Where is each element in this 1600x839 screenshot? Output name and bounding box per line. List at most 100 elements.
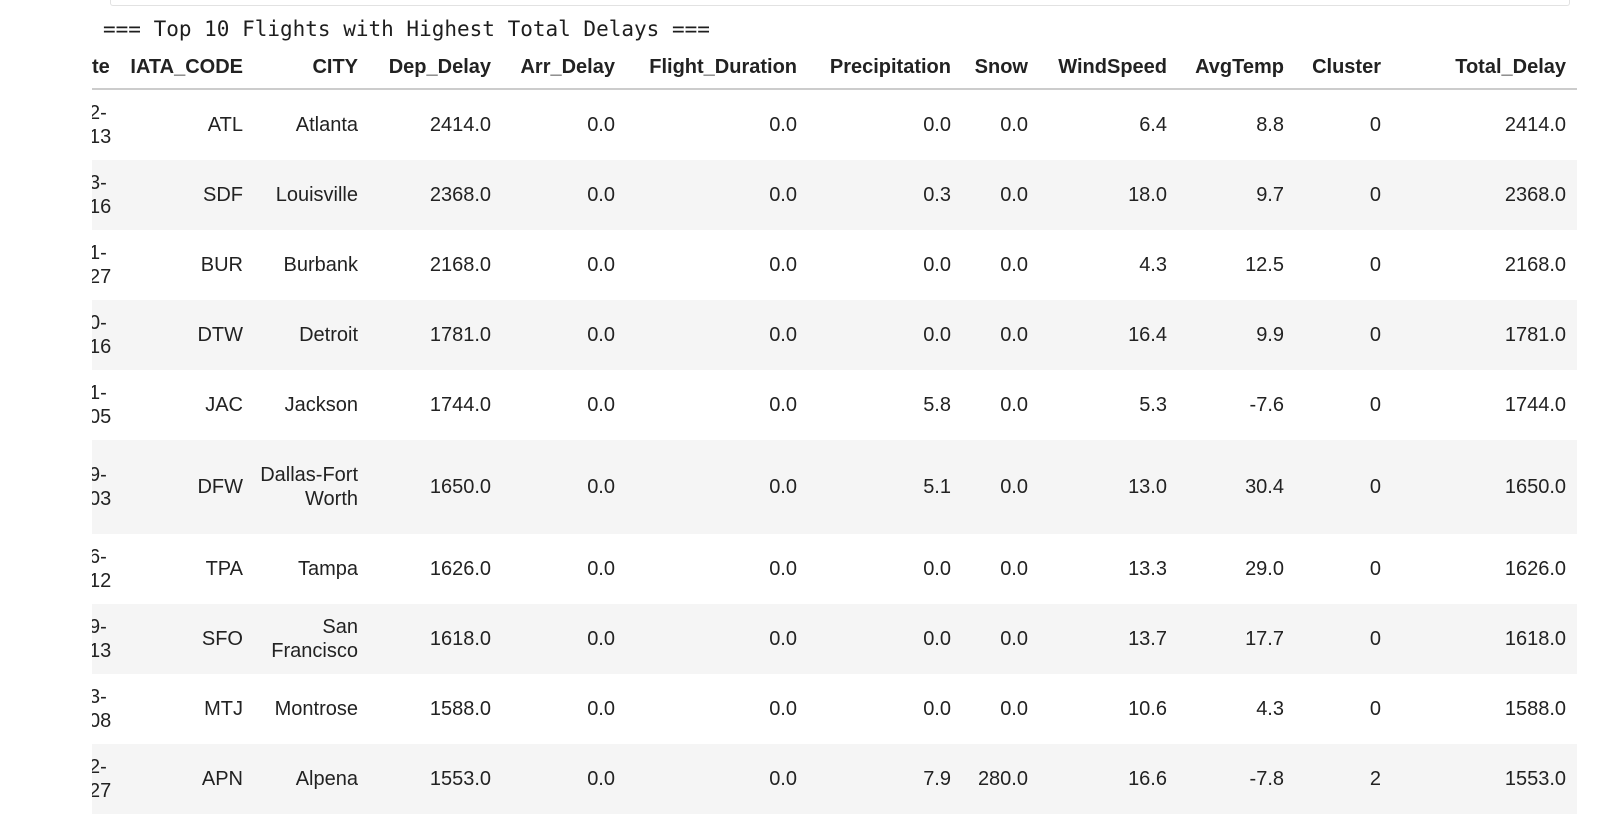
column-header: Precipitation xyxy=(808,46,962,90)
column-header: CITY xyxy=(254,46,369,90)
avgtemp-cell: 29.0 xyxy=(1178,534,1295,604)
iata-cell: TPA xyxy=(130,534,254,604)
table-row: 9- 13 SFO San Francisco 1618.0 0.0 0.0 0… xyxy=(92,604,1577,674)
total-delay-cell: 1781.0 xyxy=(1392,300,1577,370)
precipitation-cell: 0.0 xyxy=(808,230,962,300)
avgtemp-cell: 8.8 xyxy=(1178,89,1295,160)
date-cell: 9- 13 xyxy=(92,604,130,674)
windspeed-cell: 18.0 xyxy=(1039,160,1178,230)
table-row: 2- 27 APN Alpena 1553.0 0.0 0.0 7.9 280.… xyxy=(92,744,1577,814)
flight-duration-cell: 0.0 xyxy=(626,534,808,604)
date-text: 1- 05 xyxy=(92,382,112,428)
flight-duration-cell: 0.0 xyxy=(626,160,808,230)
iata-cell: SFO xyxy=(130,604,254,674)
iata-cell: SDF xyxy=(130,160,254,230)
column-header: WindSpeed xyxy=(1039,46,1178,90)
date-cell: 9- 03 xyxy=(92,440,130,534)
table-header-row: te IATA_CODE CITY Dep_Delay Arr_Delay Fl… xyxy=(92,46,1577,90)
dataframe-container[interactable]: te IATA_CODE CITY Dep_Delay Arr_Delay Fl… xyxy=(92,46,1577,836)
total-delay-cell: 2414.0 xyxy=(1392,89,1577,160)
date-cell: 3- 16 xyxy=(92,160,130,230)
dep-delay-cell: 1781.0 xyxy=(369,300,502,370)
avgtemp-cell: -7.8 xyxy=(1178,744,1295,814)
flight-duration-cell: 0.0 xyxy=(626,89,808,160)
city-cell: Dallas-Fort Worth xyxy=(254,440,369,534)
city-cell: Alpena xyxy=(254,744,369,814)
date-text: 3- 08 xyxy=(92,686,112,732)
date-cell: 0- 16 xyxy=(92,300,130,370)
cluster-cell: 0 xyxy=(1295,160,1392,230)
city-cell: Jackson xyxy=(254,370,369,440)
flight-duration-cell: 0.0 xyxy=(626,744,808,814)
avgtemp-cell: 12.5 xyxy=(1178,230,1295,300)
precipitation-cell: 0.0 xyxy=(808,674,962,744)
windspeed-cell: 10.6 xyxy=(1039,674,1178,744)
iata-cell: APN xyxy=(130,744,254,814)
city-cell: Tampa xyxy=(254,534,369,604)
table-row: 6- 12 TPA Tampa 1626.0 0.0 0.0 0.0 0.0 1… xyxy=(92,534,1577,604)
snow-cell: 280.0 xyxy=(962,744,1039,814)
windspeed-cell: 5.3 xyxy=(1039,370,1178,440)
snow-cell: 0.0 xyxy=(962,440,1039,534)
snow-cell: 0.0 xyxy=(962,160,1039,230)
column-header: Snow xyxy=(962,46,1039,90)
date-text: 6- 12 xyxy=(92,546,112,592)
avgtemp-cell: -7.6 xyxy=(1178,370,1295,440)
output-heading: === Top 10 Flights with Highest Total De… xyxy=(103,17,710,41)
cluster-cell: 0 xyxy=(1295,440,1392,534)
precipitation-cell: 0.3 xyxy=(808,160,962,230)
snow-cell: 0.0 xyxy=(962,230,1039,300)
cluster-cell: 0 xyxy=(1295,300,1392,370)
snow-cell: 0.0 xyxy=(962,534,1039,604)
dep-delay-cell: 1650.0 xyxy=(369,440,502,534)
total-delay-cell: 1618.0 xyxy=(1392,604,1577,674)
precipitation-cell: 0.0 xyxy=(808,300,962,370)
dep-delay-cell: 1744.0 xyxy=(369,370,502,440)
total-delay-cell: 1588.0 xyxy=(1392,674,1577,744)
column-header: IATA_CODE xyxy=(130,46,254,90)
arr-delay-cell: 0.0 xyxy=(502,534,626,604)
cluster-cell: 0 xyxy=(1295,674,1392,744)
dep-delay-cell: 1626.0 xyxy=(369,534,502,604)
dep-delay-cell: 1553.0 xyxy=(369,744,502,814)
iata-cell: ATL xyxy=(130,89,254,160)
flight-duration-cell: 0.0 xyxy=(626,604,808,674)
precipitation-cell: 5.8 xyxy=(808,370,962,440)
date-cell: 2- 27 xyxy=(92,744,130,814)
date-cell: 2- 13 xyxy=(92,89,130,160)
snow-cell: 0.0 xyxy=(962,89,1039,160)
total-delay-cell: 2368.0 xyxy=(1392,160,1577,230)
precipitation-cell: 0.0 xyxy=(808,534,962,604)
date-cell: 1- 27 xyxy=(92,230,130,300)
arr-delay-cell: 0.0 xyxy=(502,440,626,534)
column-header: Dep_Delay xyxy=(369,46,502,90)
date-text: 1- 27 xyxy=(92,242,112,288)
total-delay-cell: 1650.0 xyxy=(1392,440,1577,534)
flight-duration-cell: 0.0 xyxy=(626,674,808,744)
precipitation-cell: 5.1 xyxy=(808,440,962,534)
date-cell: 6- 12 xyxy=(92,534,130,604)
snow-cell: 0.0 xyxy=(962,674,1039,744)
flight-duration-cell: 0.0 xyxy=(626,370,808,440)
snow-cell: 0.0 xyxy=(962,370,1039,440)
precipitation-cell: 0.0 xyxy=(808,89,962,160)
table-row: 3- 16 SDF Louisville 2368.0 0.0 0.0 0.3 … xyxy=(92,160,1577,230)
table-row: 2- 13 ATL Atlanta 2414.0 0.0 0.0 0.0 0.0… xyxy=(92,89,1577,160)
dep-delay-cell: 1588.0 xyxy=(369,674,502,744)
arr-delay-cell: 0.0 xyxy=(502,604,626,674)
windspeed-cell: 13.7 xyxy=(1039,604,1178,674)
cluster-cell: 2 xyxy=(1295,744,1392,814)
windspeed-cell: 16.4 xyxy=(1039,300,1178,370)
iata-cell: JAC xyxy=(130,370,254,440)
windspeed-cell: 16.6 xyxy=(1039,744,1178,814)
total-delay-cell: 2168.0 xyxy=(1392,230,1577,300)
city-cell: Montrose xyxy=(254,674,369,744)
total-delay-cell: 1744.0 xyxy=(1392,370,1577,440)
dep-delay-cell: 2414.0 xyxy=(369,89,502,160)
column-header: Total_Delay xyxy=(1392,46,1577,90)
arr-delay-cell: 0.0 xyxy=(502,230,626,300)
city-cell: Burbank xyxy=(254,230,369,300)
date-text: 3- 16 xyxy=(92,172,112,218)
column-header: Cluster xyxy=(1295,46,1392,90)
avgtemp-cell: 4.3 xyxy=(1178,674,1295,744)
